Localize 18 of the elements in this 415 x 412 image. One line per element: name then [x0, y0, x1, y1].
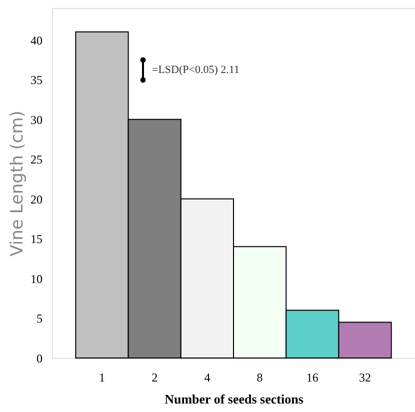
- y-tick-label: 10: [30, 272, 42, 286]
- y-tick-label: 40: [30, 33, 42, 48]
- y-tick-label: 20: [30, 192, 42, 206]
- y-axis-title: Vine Length (cm): [8, 110, 28, 256]
- x-tick-label: 2: [152, 370, 158, 384]
- x-axis-title: Number of seeds sections: [164, 392, 304, 406]
- x-tick-label: 32: [359, 370, 372, 384]
- x-tick-label: 8: [256, 370, 263, 384]
- y-tick-label: 35: [30, 73, 42, 88]
- y-tick-label: 15: [30, 232, 42, 246]
- y-tick-label: 5: [36, 312, 42, 326]
- x-tick-label: 1: [98, 370, 105, 384]
- x-tick-label: 16: [306, 370, 318, 384]
- x-tick-label: 4: [204, 370, 210, 384]
- y-tick-label: 0: [36, 352, 42, 366]
- annotation: =LSD(P<0.05) 2.11: [152, 64, 240, 76]
- y-tick-label: 25: [30, 152, 42, 167]
- y-tick-label: 30: [30, 112, 42, 127]
